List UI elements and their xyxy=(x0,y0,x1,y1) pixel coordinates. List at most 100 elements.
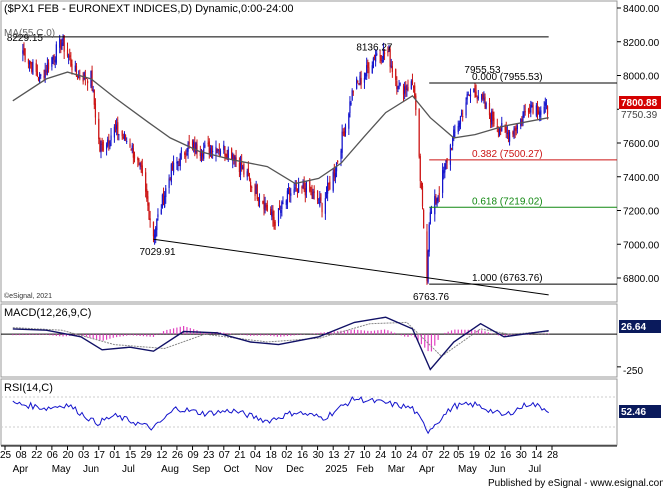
price-candle-body xyxy=(40,74,42,76)
price-candle-body xyxy=(147,196,149,206)
price-candle-body xyxy=(405,85,407,91)
price-candle-body xyxy=(467,94,469,96)
price-candle-body xyxy=(238,162,241,172)
price-candle-body xyxy=(71,63,73,71)
price-candle-body xyxy=(297,183,300,193)
price-candle-body xyxy=(68,56,70,58)
macd-series-group xyxy=(1,316,617,371)
price-candle-body xyxy=(363,77,366,83)
x-day-label: 15 xyxy=(125,450,137,461)
price-candle-body xyxy=(37,77,40,81)
price-candle-body xyxy=(462,116,464,118)
x-month-label: Oct xyxy=(224,464,240,475)
price-candle-body xyxy=(399,83,401,85)
price-candle-body xyxy=(496,126,498,129)
price-candle-body xyxy=(85,77,88,79)
price-candle-body xyxy=(249,181,252,188)
x-day-label: 14 xyxy=(531,450,543,461)
price-candle-body xyxy=(335,162,338,172)
price-candle-body xyxy=(444,163,446,173)
price-candle-body xyxy=(47,62,50,70)
last-price-box xyxy=(619,96,661,109)
price-candle-body xyxy=(407,87,409,90)
price-candle-body xyxy=(289,188,291,195)
macd-signal-line xyxy=(12,321,549,358)
price-candle-body xyxy=(325,193,328,198)
x-month-label: Sep xyxy=(192,464,210,475)
price-candle-body xyxy=(172,162,175,173)
price-candle-body xyxy=(342,132,344,134)
price-candle-body xyxy=(524,111,526,113)
price-candle-body xyxy=(160,209,162,215)
price-candle-body xyxy=(282,203,284,205)
price-candle-body xyxy=(69,55,71,58)
price-candle-body xyxy=(46,63,49,74)
price-candle-body xyxy=(164,195,166,208)
price-candle-body xyxy=(195,142,197,154)
price-candle-body xyxy=(469,94,472,97)
price-candle-body xyxy=(508,132,511,142)
x-month-label: Jul xyxy=(528,464,541,475)
price-candle-body xyxy=(271,211,273,217)
macd-label: MACD(12,26,9,C) xyxy=(4,307,91,319)
price-candle-body xyxy=(287,189,290,194)
price-candle-body xyxy=(488,103,491,116)
x-month-label: 2025 xyxy=(325,464,348,475)
price-candle-body xyxy=(239,162,242,175)
price-candle-body xyxy=(145,172,147,192)
price-candle-body xyxy=(215,146,217,155)
price-candle-body xyxy=(366,65,368,77)
price-candle-body xyxy=(546,106,549,115)
price-candle-body xyxy=(391,65,393,72)
price-candle-body xyxy=(231,148,233,159)
x-day-label: 24 xyxy=(375,450,387,461)
rsi-value-label: 52.46 xyxy=(621,407,646,418)
x-day-label: 27 xyxy=(344,450,356,461)
price-candle-body xyxy=(241,161,243,170)
price-candle-body xyxy=(178,164,180,166)
price-candle-body xyxy=(247,168,249,177)
price-candle-body xyxy=(110,135,112,141)
price-candle-body xyxy=(122,136,124,139)
x-day-label: 06 xyxy=(47,450,59,461)
price-candle-body xyxy=(332,171,334,191)
x-month-label: Jun xyxy=(83,464,99,475)
price-candle-body xyxy=(415,95,417,110)
x-day-label: 26 xyxy=(172,450,184,461)
fib-level-label: 0.618 (7219.02) xyxy=(472,196,543,207)
price-candle-body xyxy=(93,89,95,105)
price-candle-body xyxy=(420,183,422,189)
x-day-label: 20 xyxy=(63,450,75,461)
price-candle-body xyxy=(421,185,424,207)
price-candle-body xyxy=(157,214,159,218)
price-candle-body xyxy=(498,129,501,136)
rsi-series-group xyxy=(1,395,617,435)
price-candle-body xyxy=(481,94,483,100)
price-candle-body xyxy=(390,65,392,67)
ma-value-box xyxy=(619,109,661,119)
price-candle-body xyxy=(544,102,546,106)
price-candle-body xyxy=(337,161,339,163)
price-candle-body xyxy=(437,196,439,202)
price-candle-body xyxy=(324,198,326,214)
last-price-label: 7800.88 xyxy=(621,98,658,109)
price-candle-body xyxy=(124,135,127,140)
price-candle-body xyxy=(539,111,541,117)
price-candle-body xyxy=(450,148,453,150)
price-candle-body xyxy=(232,154,234,161)
price-candle-body xyxy=(92,89,94,92)
price-candle-body xyxy=(359,75,361,82)
price-candle-body xyxy=(169,179,171,181)
rsi-line xyxy=(12,395,549,435)
x-day-label: 05 xyxy=(453,450,465,461)
price-candle-body xyxy=(522,114,524,125)
x-month-label: May xyxy=(458,464,477,475)
price-candle-body xyxy=(101,143,103,145)
price-candle-body xyxy=(130,149,132,151)
price-candle-body xyxy=(350,102,352,105)
price-candle-body xyxy=(328,182,330,185)
price-candle-body xyxy=(351,90,353,101)
price-candle-body xyxy=(340,150,342,160)
price-candle-body xyxy=(535,105,537,116)
price-candle-body xyxy=(294,187,296,189)
